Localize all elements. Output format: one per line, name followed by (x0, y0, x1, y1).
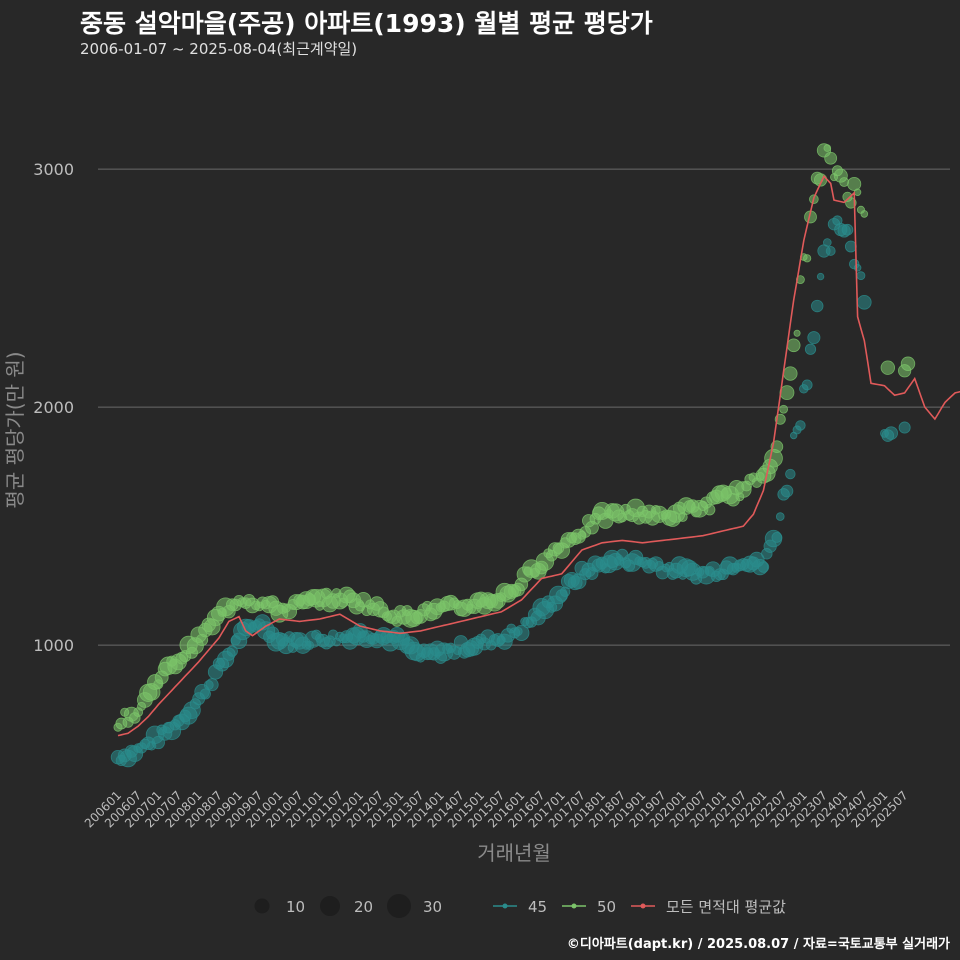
point-50 (900, 356, 916, 371)
legend-size-key (254, 898, 270, 914)
point-50 (793, 329, 801, 337)
legend-series-label: 50 (597, 898, 616, 916)
legend-series-marker (640, 903, 646, 909)
point-45 (811, 299, 824, 313)
point-45 (804, 343, 817, 355)
point-50 (845, 197, 857, 209)
y-tick-label: 3000 (33, 160, 74, 179)
legend-size-key (320, 896, 340, 916)
x-axis-title: 거래년월 (477, 841, 551, 865)
legend-size-label: 20 (354, 898, 373, 916)
chart-title: 중동 설악마을(주공) 아파트(1993) 월별 평균 평당가 (80, 9, 653, 38)
legend-series-label: 45 (528, 898, 547, 916)
point-50 (853, 188, 862, 196)
point-45 (856, 295, 872, 310)
legend: 10 20 30 45 50 모든 면적대 평균값 (254, 894, 786, 918)
legend-size-label: 30 (423, 898, 442, 916)
legend-series-marker (502, 903, 508, 909)
point-50 (839, 177, 850, 187)
point-45 (226, 645, 238, 657)
point-45 (844, 240, 857, 253)
point-45 (757, 561, 770, 573)
y-tick-labels: 1000 2000 3000 (33, 160, 74, 655)
point-45 (785, 468, 796, 480)
point-50 (779, 404, 789, 414)
legend-series-marker (571, 903, 577, 909)
point-50 (823, 144, 832, 152)
points-layer (110, 143, 916, 768)
point-50 (803, 254, 812, 263)
point-45 (841, 223, 854, 236)
point-45 (205, 678, 219, 692)
point-45 (199, 688, 211, 700)
y-tick-label: 1000 (33, 636, 74, 655)
point-45 (780, 484, 794, 498)
y-axis-title: 평균 평당가(만 원) (3, 351, 27, 508)
point-45 (795, 420, 806, 431)
point-45 (898, 421, 911, 434)
x-tick-labels: 2006012006072007012007072008012008072009… (82, 788, 911, 830)
point-45 (823, 238, 832, 247)
point-45 (853, 263, 862, 272)
legend-size-key (387, 894, 411, 918)
legend-series-label: 모든 면적대 평균값 (666, 898, 786, 916)
point-50 (786, 338, 801, 353)
point-50 (880, 360, 896, 375)
point-50 (824, 151, 838, 165)
average-line (117, 174, 960, 737)
point-45 (807, 331, 821, 345)
point-45 (884, 426, 898, 440)
point-45 (825, 246, 836, 256)
point-50 (703, 503, 716, 516)
point-45 (775, 512, 785, 521)
legend-size-label: 10 (286, 898, 305, 916)
y-tick-label: 2000 (33, 398, 74, 417)
point-45 (513, 624, 530, 641)
point-50 (847, 176, 862, 191)
line-layer (117, 174, 960, 737)
chart-subtitle: 2006-01-07 ~ 2025-08-04(최근계약일) (80, 40, 358, 58)
point-50 (783, 366, 798, 381)
source-caption: ©디아파트(dapt.kr) / 2025.08.07 / 자료=국토교통부 실… (566, 937, 950, 952)
point-50 (860, 210, 869, 218)
point-45 (816, 272, 825, 281)
point-45 (771, 531, 783, 543)
point-45 (856, 271, 866, 281)
point-45 (801, 379, 813, 391)
